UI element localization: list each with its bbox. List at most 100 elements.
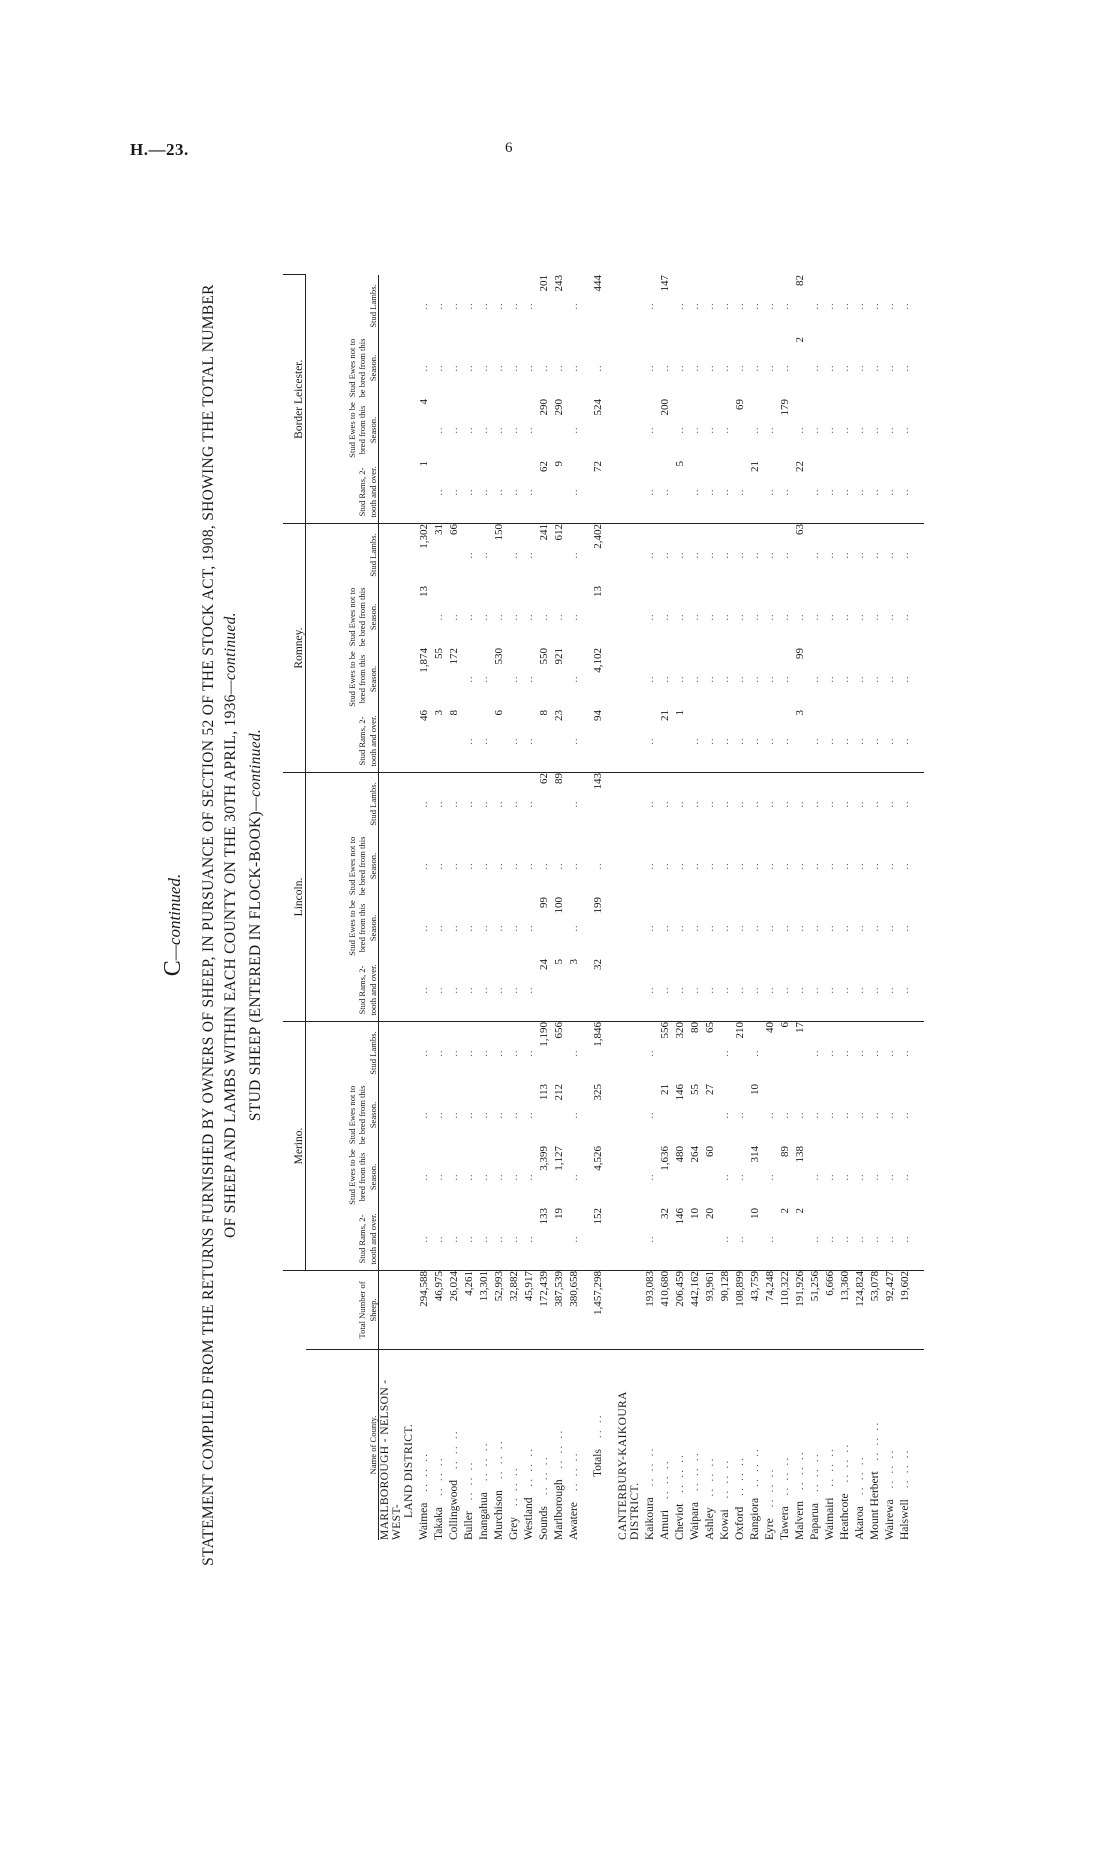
district-row-spacer (379, 337, 416, 399)
cell-empty: .. (750, 862, 761, 870)
col-header-merino-ewes-bred: Stud Ewes to be bred from this Season. (305, 1146, 379, 1208)
cell-empty: .. (806, 772, 821, 835)
district-row-spacer (617, 399, 641, 461)
cell-empty: .. (464, 613, 475, 621)
district-row-spacer (379, 461, 416, 524)
table-row: Halswell .. .. .. 19,602.................… (896, 275, 911, 1540)
cell-empty: .. (494, 364, 505, 372)
district-row-spacer (617, 648, 641, 710)
cell-empty: .. (900, 488, 911, 496)
cell-value: 32 (592, 959, 604, 970)
cell-empty: .. (780, 862, 791, 870)
spacer-cell (911, 1270, 924, 1350)
cell-empty: .. (645, 675, 656, 683)
cell-empty: .. (806, 1021, 821, 1084)
cell-empty: .. (825, 737, 836, 745)
cell-empty: .. (524, 613, 535, 621)
leader-dots: .. .. .. (494, 1439, 505, 1485)
spacer-cell (911, 523, 924, 586)
cell-value: 152 (592, 1208, 604, 1225)
spacer-cell (604, 337, 617, 399)
cell-empty: .. (675, 924, 686, 932)
table-row: Waimea .. .. .. 294,588................ 46… (415, 275, 430, 1540)
cell-empty: .. (449, 1235, 460, 1243)
cell-empty: .. (810, 675, 821, 683)
cell-empty: .. (705, 986, 716, 994)
cell-empty: .. (645, 364, 656, 372)
leader-dots: .. .. .. (795, 1450, 806, 1496)
leader-dots: .. .. .. (765, 1467, 776, 1513)
leader-dots: .. .. .. (840, 1442, 851, 1488)
cell-empty: .. (675, 426, 686, 434)
cell-empty: .. (840, 613, 851, 621)
cell-empty: .. (825, 1235, 836, 1243)
cell-value: 5 (674, 461, 686, 467)
cell-empty: .. (509, 675, 520, 683)
spacer-cell (911, 897, 924, 959)
cell-empty: .. (840, 364, 851, 372)
cell-value: 5 (553, 959, 565, 965)
cell-empty: .. (900, 986, 911, 994)
table-body: MARLBOROUGH - NELSON - WEST- LAND DISTRIC… (378, 275, 924, 1540)
document-reference: H.—23. (130, 140, 189, 159)
cell-empty: .. (866, 1021, 881, 1084)
district-heading-row: MARLBOROUGH - NELSON - WEST- LAND DISTRIC… (378, 275, 416, 1540)
leader-dots: .. .. .. (885, 1448, 896, 1494)
cell-value: 27 (704, 1084, 716, 1095)
cell-empty: .. (885, 924, 896, 932)
cell-empty: .. (509, 1173, 520, 1181)
table-head: Merino. Lincoln. Romney. Border Leiceste… (283, 275, 379, 1540)
table-row: Ashley .. .. .. 93,961 20 60 27 65...........… (701, 275, 716, 1540)
leader-dots: .. .. .. (780, 1455, 791, 1501)
spacer-cell (911, 337, 924, 399)
cell-empty: .. (641, 772, 656, 835)
cell-empty: .. (716, 523, 731, 586)
cell-empty: .. (885, 986, 896, 994)
cell-empty: .. (539, 364, 550, 372)
cell-empty: .. (825, 302, 836, 310)
spacer-cell (911, 959, 924, 1022)
district-row-spacer (379, 710, 416, 773)
spacer-cell (580, 586, 589, 648)
cell-value: 550 (538, 648, 550, 665)
cell-empty: .. (464, 426, 475, 434)
spacer-cell (580, 710, 589, 773)
cell-empty: .. (460, 772, 475, 835)
total-number-of-sheep: 442,162 (686, 1270, 701, 1350)
cell-value: 46 (418, 710, 430, 721)
total-number-of-sheep: 92,427 (881, 1270, 896, 1350)
cell-empty: .. (851, 772, 866, 835)
cell-empty: .. (701, 772, 716, 835)
cell-value: 2,402 (589, 523, 604, 586)
total-number-of-sheep: 19,602 (896, 1270, 911, 1350)
cell-value: 66 (445, 523, 460, 586)
cell-empty: .. (855, 737, 866, 745)
cell-empty: .. (810, 924, 821, 932)
cell-empty: .. (776, 523, 791, 586)
total-number-of-sheep: 51,256 (806, 1270, 821, 1350)
cell-empty: .. (705, 862, 716, 870)
cell-empty: .. (885, 1111, 896, 1119)
cell-empty: .. (479, 986, 490, 994)
table-row: Inangahua .. .. .. 13,301................… (475, 275, 490, 1540)
cell-empty: .. (509, 924, 520, 932)
cell-value: 89 (779, 1146, 791, 1157)
spacer-cell (911, 586, 924, 648)
spacer-cell (911, 772, 924, 835)
table-row: Waipara .. .. .. 442,162 10 264 55 80........… (686, 275, 701, 1540)
district-row-spacer (379, 1084, 416, 1146)
cell-value: 2 (794, 337, 806, 343)
table-row: Awatere .. .. .. 380,658........ 3........… (565, 275, 580, 1540)
district-row-spacer (379, 399, 416, 461)
cell-empty: .. (825, 364, 836, 372)
cell-empty: .. (675, 364, 686, 372)
total-number-of-sheep: 124,824 (851, 1270, 866, 1350)
table-row: Wairewa .. .. .. 92,427..................… (881, 275, 896, 1540)
cell-empty: .. (445, 772, 460, 835)
cell-empty: .. (750, 613, 761, 621)
cell-empty: .. (870, 924, 881, 932)
cell-empty: .. (885, 302, 896, 310)
county-name: Eyre .. .. .. (764, 1467, 776, 1540)
cell-empty: .. (660, 364, 671, 372)
total-number-of-sheep: 43,759 (746, 1270, 761, 1350)
